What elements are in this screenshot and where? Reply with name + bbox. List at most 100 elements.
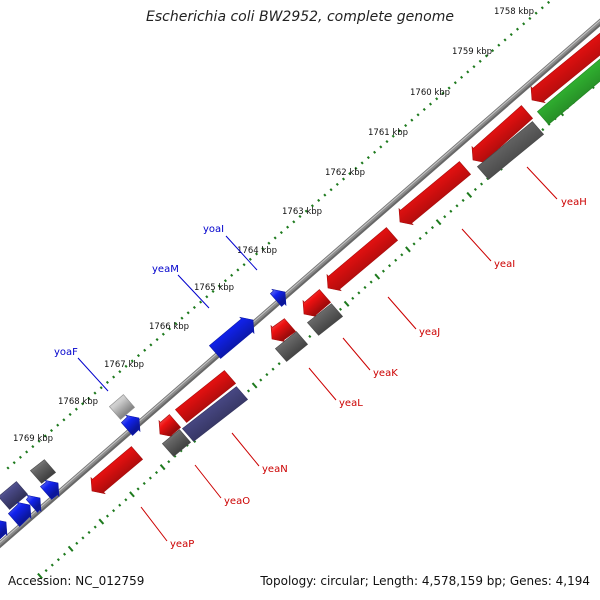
gene-arrow-grey-4 xyxy=(476,121,545,180)
tick-dot xyxy=(310,204,314,208)
tick-dot xyxy=(236,268,240,272)
accession-text: Accession: NC_012759 xyxy=(8,574,145,588)
gene-label-yeaK: yeaK xyxy=(373,368,398,379)
gene-label-yeaP: yeaP xyxy=(170,539,194,550)
gene-arrow-yeaM xyxy=(208,316,255,359)
tick-dot xyxy=(112,509,116,513)
tick-dot xyxy=(335,182,339,186)
gene-arrow-yeaO-2 xyxy=(174,370,237,423)
gene-label-yeaJ: yeaJ xyxy=(419,327,440,338)
tick-dot xyxy=(472,65,476,69)
tick-dot xyxy=(394,258,398,262)
tick-label: 1763 kbp xyxy=(282,207,322,217)
tick-dot xyxy=(136,354,141,358)
tick-dot xyxy=(515,27,520,31)
feature-body xyxy=(274,331,309,362)
tick-dot xyxy=(279,230,283,235)
tick-dot xyxy=(338,307,343,311)
tick-dot xyxy=(363,285,367,290)
tick-dot xyxy=(522,22,526,26)
feature-body xyxy=(39,479,60,500)
tick-dot xyxy=(385,140,389,144)
tick-dot xyxy=(298,214,302,219)
tick-dot xyxy=(443,215,447,219)
tick-dot xyxy=(6,466,10,470)
tick-dot xyxy=(405,246,411,253)
tick-dot xyxy=(186,311,190,315)
feature-body xyxy=(536,58,600,125)
genome-summary-text: Topology: circular; Length: 4,578,159 bp… xyxy=(260,574,590,588)
tick-dot xyxy=(341,177,346,181)
tick-dot xyxy=(277,362,281,366)
tick-dot xyxy=(49,428,54,433)
gene-arrow-yoaF xyxy=(120,414,141,436)
tick-dot xyxy=(343,300,350,307)
tick-dot xyxy=(31,445,35,449)
gene-arrow-grey-3 xyxy=(306,303,344,336)
tick-dot xyxy=(534,11,538,15)
tick-dot xyxy=(43,434,47,438)
tick-dot xyxy=(497,43,501,47)
feature-body xyxy=(476,121,545,180)
tick-dot xyxy=(404,123,408,128)
tick-label: 1761 kbp xyxy=(368,128,408,138)
tick-dot xyxy=(460,75,464,79)
feature-body xyxy=(161,429,192,457)
tick-dot xyxy=(37,439,41,443)
tick-dot xyxy=(56,423,60,427)
tick-dot xyxy=(292,220,296,224)
tick-dot xyxy=(317,198,321,202)
tick-dot xyxy=(484,54,488,58)
tick-label: 1760 kbp xyxy=(410,88,450,98)
feature-body xyxy=(90,446,144,495)
tick-dot xyxy=(528,16,532,21)
tick-dot xyxy=(447,86,451,90)
feature-body xyxy=(7,501,32,527)
tick-dot xyxy=(453,81,457,85)
leader-line-yeaM xyxy=(177,274,210,309)
gene-arrow-red-edge xyxy=(530,32,600,104)
tick-dot xyxy=(271,367,275,371)
tick-dot xyxy=(351,296,355,300)
tick-dot xyxy=(286,225,290,229)
gene-arrow-blue-8 xyxy=(0,520,8,540)
gene-arrow-grey-5 xyxy=(29,459,57,484)
tick-dot xyxy=(124,498,128,502)
tick-dot xyxy=(273,236,277,240)
tick-label: 1767 kbp xyxy=(104,360,144,370)
tick-dot xyxy=(242,263,246,267)
tick-dot xyxy=(503,38,507,42)
gene-arrow-yoaI xyxy=(269,288,287,307)
tick-dot xyxy=(400,253,404,257)
gene-label-yeaO: yeaO xyxy=(224,496,250,507)
tick-dot xyxy=(155,338,159,342)
gene-label-yoaF: yoaF xyxy=(54,347,78,358)
gene-arrow-blue-7 xyxy=(26,494,42,513)
tick-dot xyxy=(149,343,153,347)
tick-dot xyxy=(391,134,395,138)
tick-dot xyxy=(254,252,259,256)
leader-line-yeaP xyxy=(140,506,168,542)
leader-line-yoaF xyxy=(77,357,109,392)
tick-dot xyxy=(130,359,134,363)
gene-label-yeaL: yeaL xyxy=(339,398,363,409)
gene-arrow-navy-6 xyxy=(0,481,29,510)
tick-label: 1765 kbp xyxy=(194,283,234,293)
tick-dot xyxy=(93,525,97,529)
feature-body xyxy=(29,459,57,484)
tick-dot xyxy=(142,481,146,486)
tick-dot xyxy=(357,291,361,295)
tick-dot xyxy=(473,187,477,192)
gene-arrow-blue-6 xyxy=(7,501,32,527)
tick-dot xyxy=(248,257,252,261)
tick-label: 1759 kbp xyxy=(452,47,492,57)
feature-body xyxy=(269,288,287,307)
tick-dot xyxy=(430,226,435,230)
tick-dot xyxy=(541,128,545,132)
tick-dot xyxy=(540,6,544,10)
tick-dot xyxy=(143,348,147,352)
leader-line-yeaH xyxy=(526,166,558,200)
feature-body xyxy=(120,414,141,436)
tick-dot xyxy=(167,327,172,331)
